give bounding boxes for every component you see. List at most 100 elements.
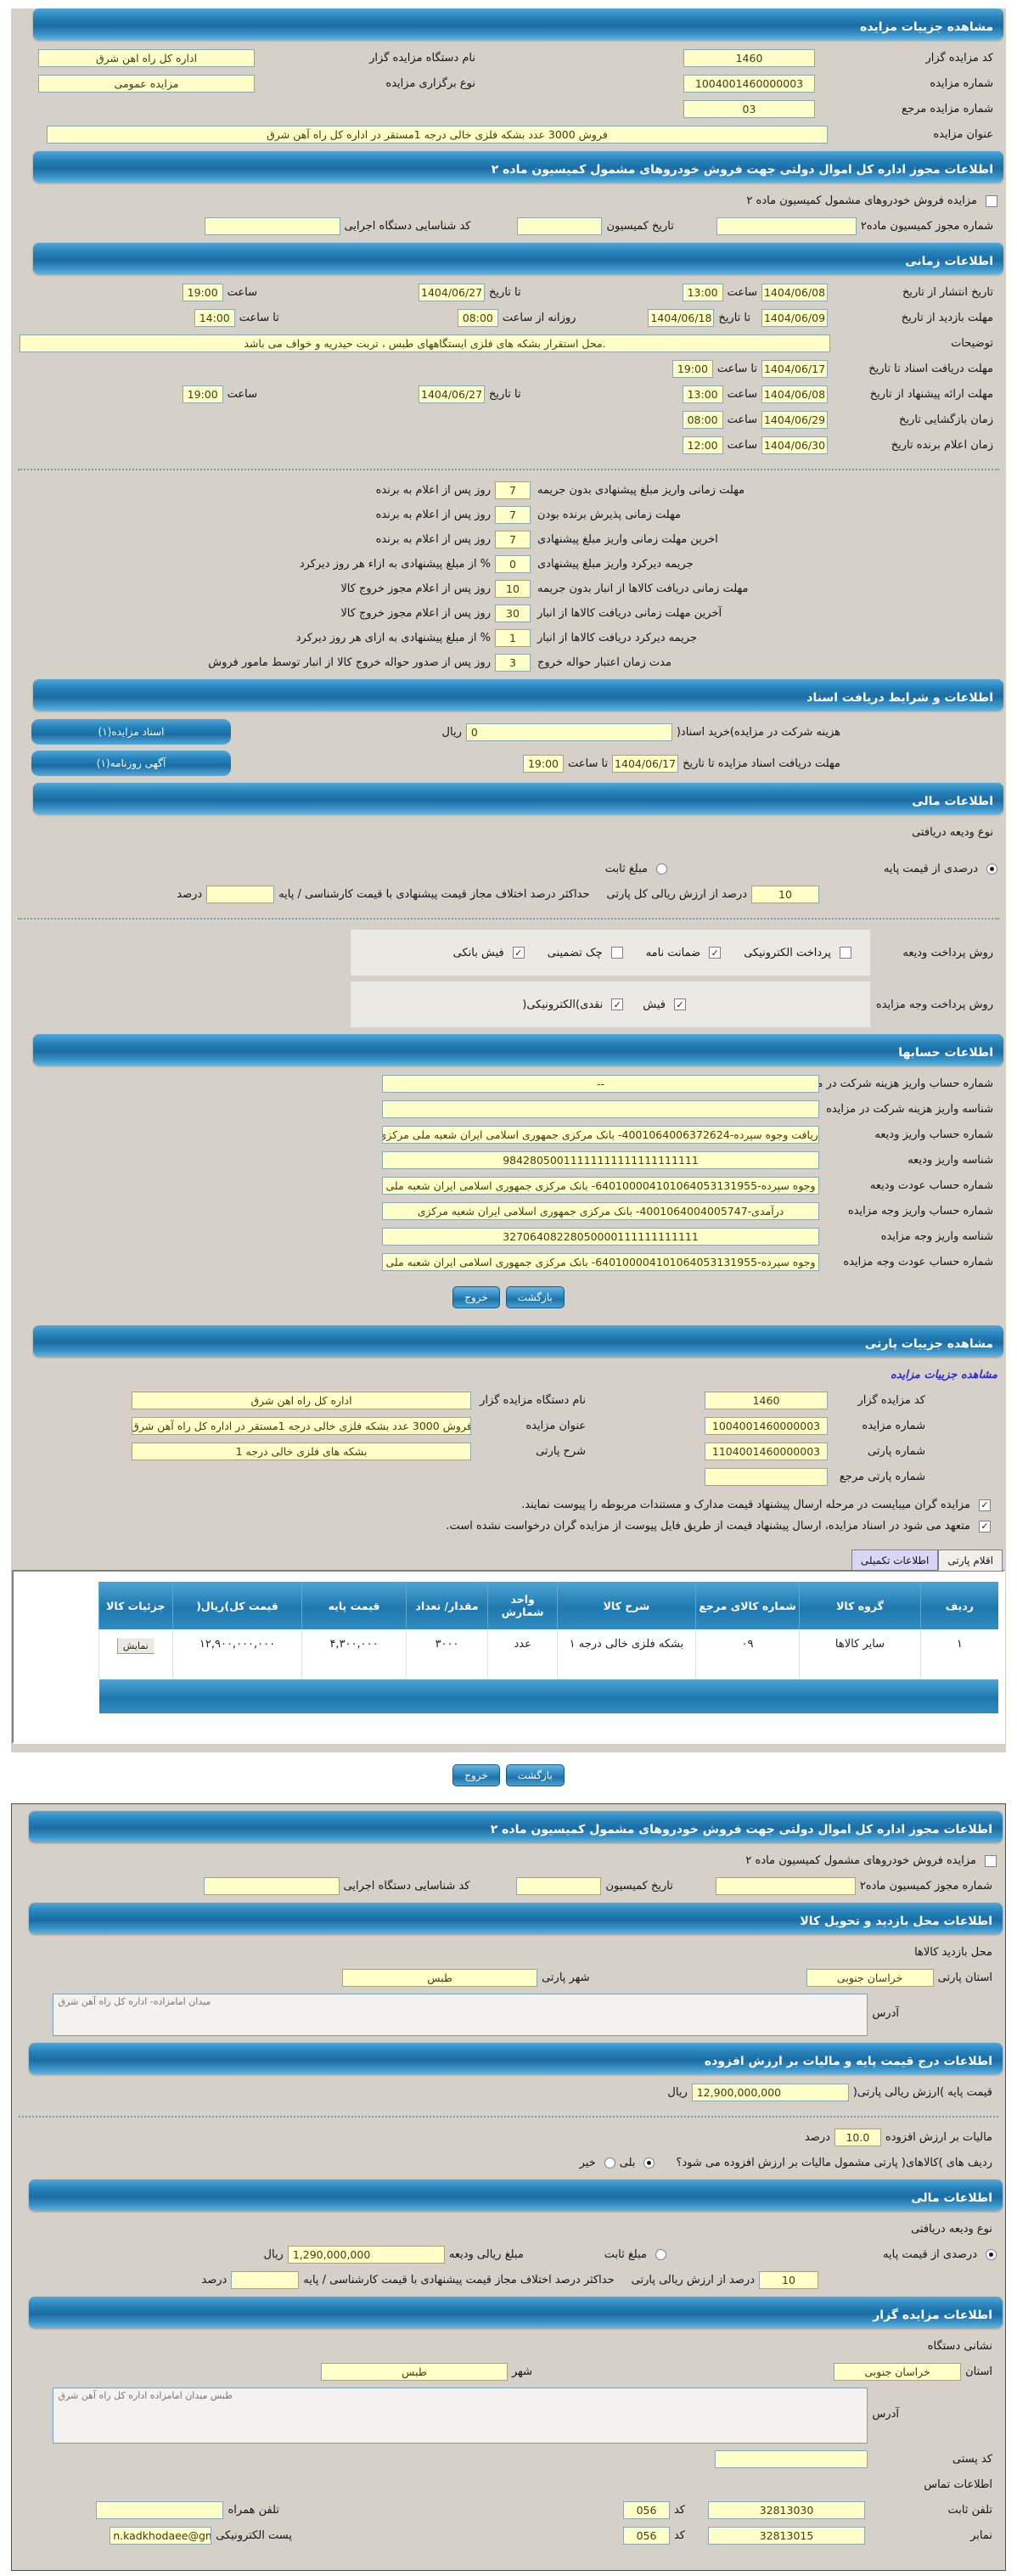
fixed-amount-radio[interactable] [655,2249,667,2260]
vat-no-radio[interactable] [604,2157,615,2168]
deadline-value-field[interactable]: 10 [495,580,531,598]
winner-date-field[interactable]: 1404/06/30 [761,436,828,454]
account-field[interactable]: درآمدی-4001064004005747- بانک مرکزی جمهو… [382,1202,819,1220]
vat-field[interactable]: 10.0 [834,2129,881,2146]
permit-checkbox[interactable] [985,1854,997,1867]
max-diff-field[interactable] [206,886,275,903]
offer-from-hour-field[interactable]: 13:00 [682,385,723,403]
fax-area-code-field[interactable]: 056 [622,2527,670,2545]
fixed-amount-radio[interactable] [656,863,668,875]
agency-id-field[interactable] [203,1877,340,1895]
phone-field[interactable]: 32813030 [708,2501,865,2519]
auction-documents-button[interactable]: اسناد مزایده(۱) [31,719,231,745]
doc-until-date-field[interactable]: 1404/06/17 [612,754,679,773]
mobile-field[interactable] [96,2501,224,2519]
auction-type-field[interactable]: مزایده عمومی [38,75,255,93]
exit-button[interactable]: خروج [452,1764,500,1786]
party-description-field[interactable]: بشکه های فلزی خالی درجه 1 [132,1443,471,1460]
party-auction-code-field[interactable]: 1460 [705,1392,828,1409]
back-button[interactable]: بازگشت [505,1286,565,1308]
deadline-value-field[interactable]: 7 [495,481,531,499]
base-price-field[interactable]: 12,900,000,000 [691,2084,849,2101]
show-details-button[interactable]: نمایش [116,1638,155,1654]
docs-deadline-hour-field[interactable]: 19:00 [671,360,713,378]
party-ref-field[interactable] [705,1468,828,1486]
permit-number-field[interactable] [715,1877,856,1895]
cash-electronic-checkbox[interactable] [611,998,624,1010]
slip-checkbox[interactable] [674,998,686,1010]
exit-button[interactable]: خروج [452,1286,500,1308]
auction-ref-field[interactable]: 03 [683,100,815,118]
visit-from-date-field[interactable]: 1404/06/09 [761,309,828,327]
offer-to-date-field[interactable]: 1404/06/27 [419,385,486,403]
fax-field[interactable]: 32813015 [708,2527,865,2545]
permit-number-field[interactable] [716,217,857,235]
deposit-percent-field[interactable]: 10 [759,2271,818,2289]
account-field[interactable]: 98428050011111111111111111111 [382,1151,819,1169]
offer-from-date-field[interactable]: 1404/06/08 [761,385,828,403]
deadline-value-field[interactable]: 7 [495,506,531,524]
city-field[interactable]: طبس [321,2363,508,2381]
opening-date-field[interactable]: 1404/06/29 [761,411,828,429]
account-field[interactable] [382,1100,819,1118]
bank-slip-checkbox[interactable] [512,947,525,959]
party-address-textarea[interactable]: میدان امامزاده- اداره کل راه آهن شرق [53,1994,868,2036]
tab-additional-info[interactable]: اطلاعات تکمیلی [851,1550,939,1571]
deadline-value-field[interactable]: 30 [495,605,531,622]
electronic-payment-checkbox[interactable] [840,947,851,959]
email-field[interactable]: n.kadkhodaee@gm [110,2527,212,2545]
account-field[interactable]: وجوه سپرده-640100004101064053131955- بان… [382,1253,819,1271]
description-field[interactable]: .محل استقرار بشکه های فلزی ایستگاههای طب… [20,335,830,352]
address-textarea[interactable]: طبس میدان امامزاده اداره کل راه آهن شرق [53,2388,868,2444]
max-diff-field[interactable] [231,2271,300,2289]
org-name-field[interactable]: اداره کل راه اهن شرق [38,49,255,67]
postal-code-field[interactable] [714,2450,868,2468]
commission-date-field[interactable] [516,1877,602,1895]
party-auction-title-field[interactable]: فروش 3000 عدد بشکه فلزی خالی درجه 1مستقر… [132,1417,471,1435]
winner-hour-field[interactable]: 12:00 [682,436,723,454]
back-button[interactable]: بازگشت [505,1764,565,1786]
visit-to-date-field[interactable]: 1404/06/18 [648,309,715,327]
deposit-percent-field[interactable]: 10 [751,886,819,903]
agency-id-field[interactable] [204,217,340,235]
party-province-field[interactable]: خراسان جنوبی [806,1969,934,1987]
deposit-amount-field[interactable]: 1,290,000,000 [287,2246,445,2264]
deadline-value-field[interactable]: 1 [495,629,531,647]
auction-number-field[interactable]: 1004001460000003 [683,75,815,93]
certified-cheque-checkbox[interactable] [610,947,623,959]
doc-until-hour-field[interactable]: 19:00 [522,754,564,773]
percent-of-base-radio[interactable] [986,2249,997,2260]
auction-title-field[interactable]: فروش 3000 عدد بشکه فلزی خالی درجه 1مستقر… [47,126,828,143]
doc-fee-field[interactable]: 0 [465,723,672,741]
account-field[interactable]: وجوه سپرده-640100004101064053131955- بان… [382,1177,819,1195]
publish-to-hour-field[interactable]: 19:00 [182,284,223,301]
attach-docs-checkbox[interactable] [979,1499,991,1511]
account-field[interactable]: -- [382,1075,819,1093]
auction-code-field[interactable]: 1460 [683,49,815,67]
visit-to-hour-field[interactable]: 14:00 [194,309,235,327]
publish-from-date-field[interactable]: 1404/06/08 [761,284,828,301]
docs-deadline-date-field[interactable]: 1404/06/17 [761,360,828,378]
view-auction-details-link[interactable]: مشاهده جزییات مزایده [890,1369,997,1381]
percent-of-base-radio[interactable] [986,863,997,875]
phone-area-code-field[interactable]: 056 [622,2501,670,2519]
account-field[interactable]: 32706408228050000111111111111 [382,1228,819,1246]
deadline-value-field[interactable]: 7 [495,531,531,548]
province-field[interactable]: خراسان جنوبی [834,2363,962,2381]
offer-to-hour-field[interactable]: 19:00 [182,385,223,403]
party-number-field[interactable]: 1104001460000003 [705,1443,828,1460]
visit-from-hour-field[interactable]: 08:00 [457,309,498,327]
party-city-field[interactable]: طبس [342,1969,538,1987]
permit-checkbox[interactable] [986,194,997,207]
guarantee-letter-checkbox[interactable] [709,947,722,959]
newspaper-ad-button[interactable]: آگهی روزنامه(۱) [31,751,231,776]
deadline-value-field[interactable]: 3 [495,654,531,672]
account-field[interactable]: دریافت وجوه سپرده-4001064006372624- بانک… [382,1126,819,1144]
vat-yes-radio[interactable] [643,2157,655,2168]
deadline-value-field[interactable]: 0 [495,555,531,573]
publish-from-hour-field[interactable]: 13:00 [682,284,723,301]
commission-date-field[interactable] [517,217,603,235]
party-auction-number-field[interactable]: 1004001460000003 [705,1417,828,1435]
no-file-required-checkbox[interactable] [979,1520,991,1533]
party-org-field[interactable]: اداره کل راه اهن شرق [132,1392,471,1409]
